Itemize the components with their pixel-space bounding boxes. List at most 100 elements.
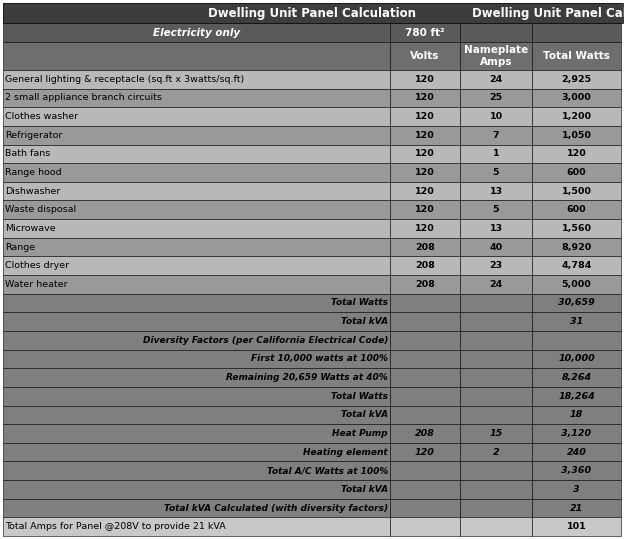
Bar [3,163,390,182]
Text: Total kVA: Total kVA [341,317,388,326]
Text: Bath fans: Bath fans [5,149,51,158]
Text: Microwave: Microwave [5,224,56,233]
Bar [3,182,390,201]
Bar [532,88,621,107]
Bar [3,405,390,424]
Text: 3: 3 [573,485,580,494]
Text: 30,659: 30,659 [558,299,595,308]
Bar [460,350,532,368]
Bar [3,3,624,23]
Bar [460,70,532,88]
Bar [532,499,621,517]
Bar [532,312,621,331]
Bar [460,499,532,517]
Text: Remaining 20,659 Watts at 40%: Remaining 20,659 Watts at 40% [227,373,388,382]
Text: 5: 5 [493,205,499,215]
Bar [460,42,532,70]
Text: 1,500: 1,500 [562,186,592,196]
Bar [3,443,390,461]
Bar [3,201,390,219]
Bar [390,517,460,536]
Bar [532,387,621,405]
Bar [532,443,621,461]
Text: 3,360: 3,360 [562,466,592,475]
Text: 8,264: 8,264 [562,373,592,382]
Bar [460,331,532,350]
Bar [390,126,460,144]
Text: 120: 120 [415,224,435,233]
Text: 10,000: 10,000 [558,355,595,363]
Text: Dwelling Unit Panel Calculation: Dwelling Unit Panel Calculation [472,6,624,19]
Bar [3,107,390,126]
Text: Heating element: Heating element [303,447,388,457]
Bar [460,144,532,163]
Bar [460,517,532,536]
Bar [532,461,621,480]
Bar [532,368,621,387]
Bar [3,144,390,163]
Text: 208: 208 [415,243,435,252]
Bar [532,405,621,424]
Bar [532,144,621,163]
Bar [460,294,532,312]
Bar [3,126,390,144]
Text: Heat Pump: Heat Pump [333,429,388,438]
Bar [3,238,390,257]
Bar [3,387,390,405]
Bar [390,424,460,443]
Text: 5: 5 [493,168,499,177]
Bar [390,405,460,424]
Bar [460,238,532,257]
Text: 1,050: 1,050 [562,131,592,140]
Text: 5,000: 5,000 [562,280,592,289]
Bar [532,182,621,201]
Text: Clothes washer: Clothes washer [5,112,78,121]
Bar [390,182,460,201]
Text: 120: 120 [415,186,435,196]
Text: 600: 600 [567,168,587,177]
Text: Volts: Volts [411,51,440,61]
Text: 3,120: 3,120 [562,429,592,438]
Text: 1,560: 1,560 [562,224,592,233]
Text: 18,264: 18,264 [558,392,595,400]
Bar [390,23,460,42]
Text: 120: 120 [415,447,435,457]
Bar [390,368,460,387]
Text: 780 ft²: 780 ft² [405,27,445,38]
Bar [3,88,390,107]
Bar [532,275,621,294]
Text: Electricity only: Electricity only [153,27,240,38]
Text: Total Amps for Panel @208V to provide 21 kVA: Total Amps for Panel @208V to provide 21… [5,522,226,531]
Text: 18: 18 [570,410,583,419]
Bar [3,424,390,443]
Bar [3,70,390,88]
Bar [532,163,621,182]
Bar [3,331,390,350]
Bar [390,443,460,461]
Bar [532,480,621,499]
Bar [3,499,390,517]
Text: 40: 40 [489,243,502,252]
Text: Total kVA Calculated (with diversity factors): Total kVA Calculated (with diversity fac… [164,503,388,513]
Bar [532,201,621,219]
Bar [390,107,460,126]
Text: 8,920: 8,920 [562,243,592,252]
Text: First 10,000 watts at 100%: First 10,000 watts at 100% [251,355,388,363]
Text: Dwelling Unit Panel Calculation: Dwelling Unit Panel Calculation [208,6,416,19]
Text: 1: 1 [493,149,499,158]
Text: Total kVA: Total kVA [341,410,388,419]
Bar [390,144,460,163]
Bar [3,219,390,238]
Bar [532,238,621,257]
Text: 120: 120 [567,149,587,158]
Bar [390,201,460,219]
Text: 240: 240 [567,447,587,457]
Text: 2 small appliance branch circuits: 2 small appliance branch circuits [5,93,162,102]
Text: Range: Range [5,243,35,252]
Bar [460,424,532,443]
Bar [3,461,390,480]
Text: 208: 208 [415,261,435,270]
Text: Range hood: Range hood [5,168,62,177]
Text: Total kVA: Total kVA [341,485,388,494]
Bar [390,70,460,88]
